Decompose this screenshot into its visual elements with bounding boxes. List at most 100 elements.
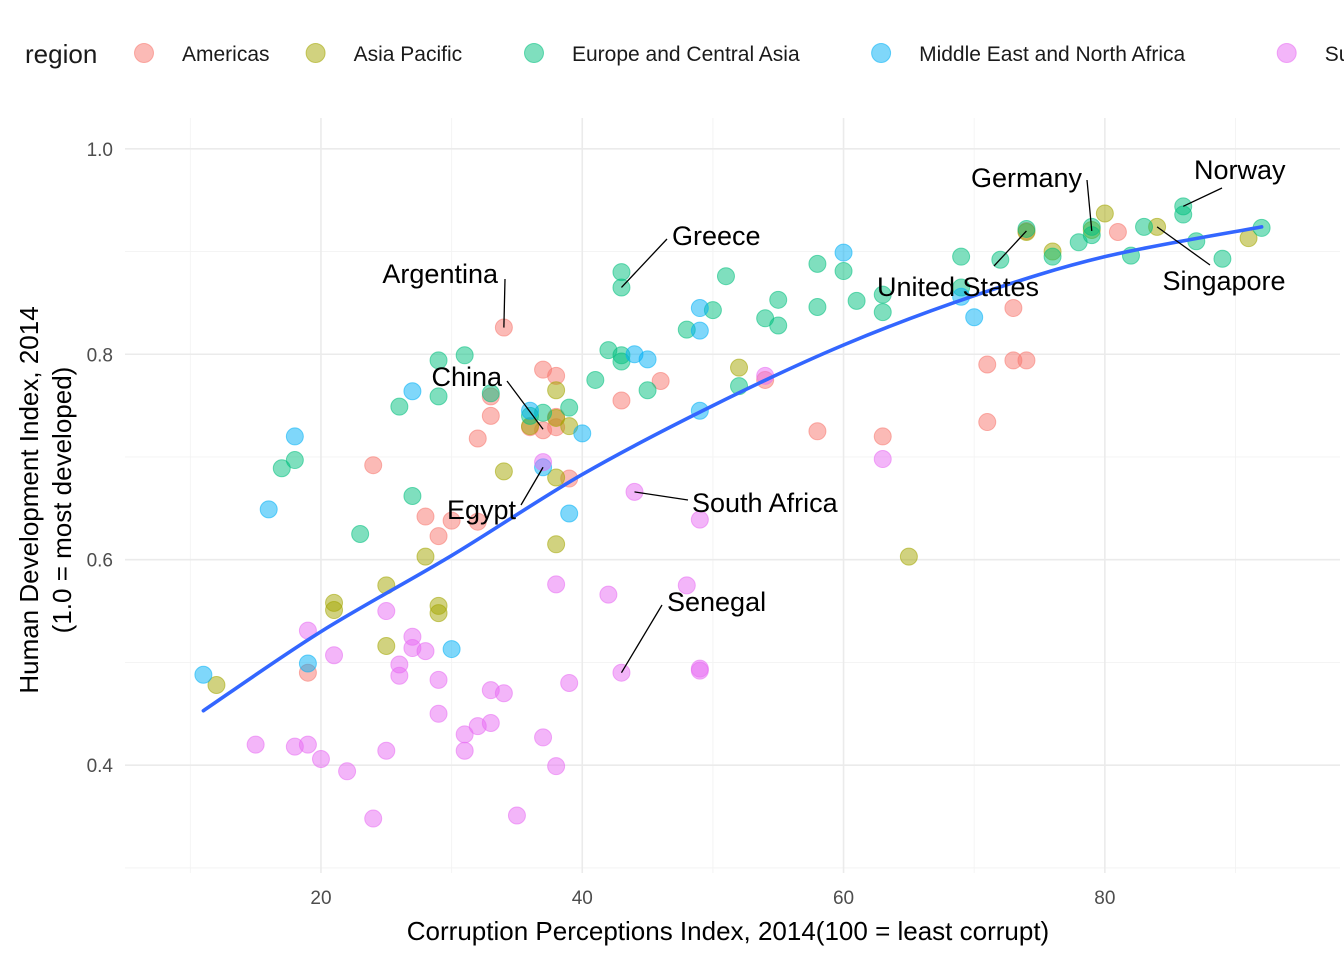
data-point [364,456,383,475]
data-point [259,500,278,519]
data-point [612,263,631,282]
annotation-label: Senegal [667,587,766,617]
data-point [298,654,317,673]
data-point [1017,219,1036,238]
data-point [468,429,487,448]
data-point [429,670,448,689]
x-axis-title: Corruption Perceptions Index, 2014(100 =… [407,916,1049,946]
data-point [690,510,709,529]
data-point [507,806,526,825]
data-point [429,704,448,723]
data-point [690,661,709,680]
data-point [1004,299,1023,318]
data-point [534,453,553,472]
data-point [272,459,291,478]
data-point [1043,247,1062,266]
legend: region Americas Asia Pacific Europe and Ce… [25,39,1344,69]
data-point [547,468,566,487]
data-point [808,254,827,273]
data-point [899,547,918,566]
y-tick-label: 1.0 [87,140,113,161]
trend-line-path [201,225,1264,713]
annotation-label: Singapore [1162,266,1285,296]
data-point [429,387,448,406]
annotation-leader [993,230,1027,267]
data-point [364,809,383,828]
data-point [834,262,853,281]
data-point [311,749,330,768]
legend-key [134,43,154,63]
annotation-leader [1156,226,1211,266]
data-point [808,298,827,317]
data-point [730,358,749,377]
data-point [429,604,448,623]
data-point [547,381,566,400]
annotation-label: United States [877,272,1039,302]
annotation-leader [634,491,689,501]
legend-key [871,43,892,63]
data-point [194,665,213,684]
legend-key [305,43,326,63]
x-tick-label: 40 [572,888,593,909]
annotation-leader [506,380,544,430]
data-point [494,462,513,481]
data-point [285,451,304,470]
data-point [416,642,435,661]
data-point [351,525,370,544]
trend-line [201,225,1264,713]
data-point [965,308,984,327]
data-point [808,422,827,441]
data-point [690,321,709,340]
data-point [547,535,566,554]
data-point [403,487,422,506]
legend-label: Asia Pacific [354,43,463,66]
data-point [847,291,866,310]
data-point [377,741,396,760]
data-point [599,585,618,604]
data-point [403,382,422,401]
data-point [952,247,971,266]
y-axis-ticks: 0.4 0.6 0.8 1.0 [87,140,114,777]
data-point [716,267,735,286]
data-point [246,735,265,754]
data-point [481,714,500,733]
x-tick-label: 60 [833,888,854,909]
annotation-leader [1086,179,1093,232]
data-point [560,504,579,523]
data-point [547,575,566,594]
annotation-label: Egypt [447,495,517,525]
legend-title: region [25,39,97,69]
legend-label: Middle East and North Africa [919,43,1185,66]
data-point [1108,223,1127,242]
data-point [978,413,997,432]
data-point [1135,217,1154,236]
x-tick-label: 20 [310,888,331,909]
annotation-leader [520,466,544,506]
data-point [586,370,605,389]
data-point [298,735,317,754]
x-axis-ticks: 20 40 60 80 [310,888,1115,909]
data-point [534,728,553,747]
data-point [207,676,226,695]
annotation-label: Norway [1194,155,1286,185]
data-point [651,371,670,390]
annotation-label: China [431,362,503,392]
data-point [1174,205,1193,224]
data-point [481,406,500,425]
legend-label: Sub Saharan Africa [1325,43,1344,66]
annotation-leader [1182,187,1223,207]
annotation-label: Germany [971,163,1083,193]
data-point [638,381,657,400]
data-point [377,636,396,655]
data-point [769,290,788,309]
data-point [1095,204,1114,223]
annotation-label: Greece [672,221,761,251]
y-tick-label: 0.6 [87,551,113,572]
legend-label: Americas [182,43,270,66]
data-point [494,684,513,703]
legend-key [1276,43,1297,63]
data-point [416,547,435,566]
data-point [285,427,304,446]
data-point [573,424,592,443]
